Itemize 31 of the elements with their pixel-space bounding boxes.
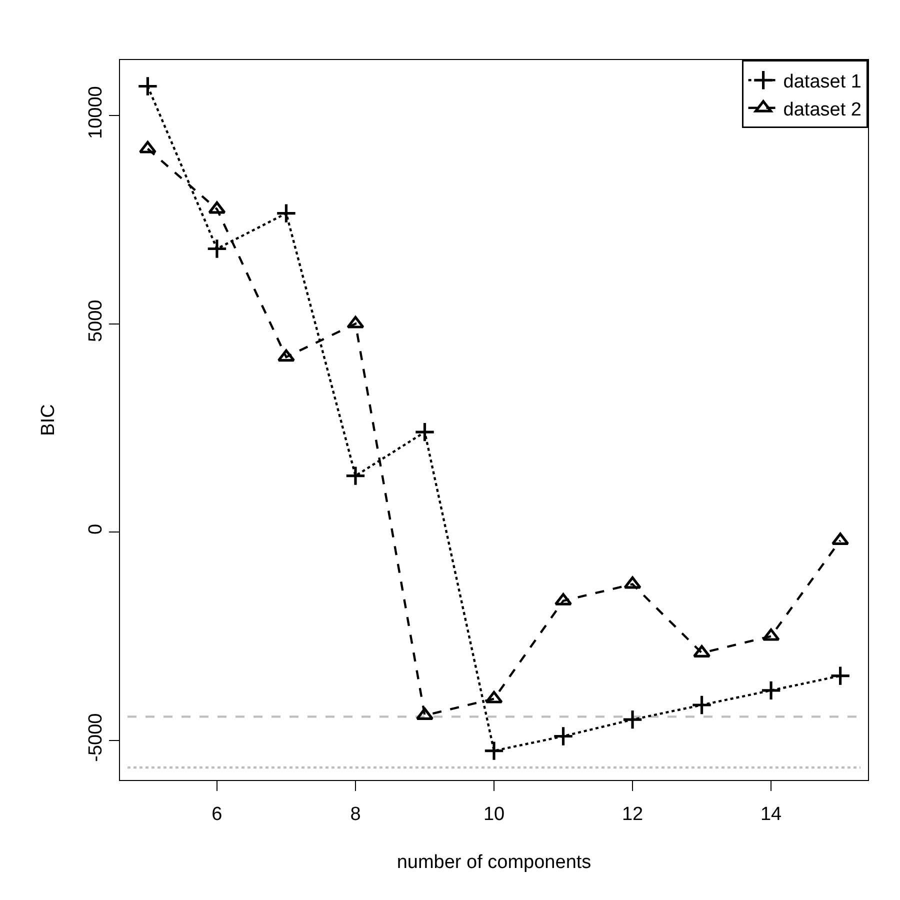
y-tick-label: 5000: [85, 300, 106, 342]
point: [137, 76, 158, 97]
point: [277, 349, 296, 362]
point: [208, 201, 226, 214]
x-tick-label: 10: [483, 804, 505, 825]
y-tick-label: 10000: [85, 86, 106, 139]
x-tick-label: 6: [212, 804, 222, 825]
x-tick-label: 14: [760, 804, 782, 825]
point: [276, 202, 297, 224]
y-axis-title: BIC: [38, 404, 60, 436]
y-tick-label: -5000: [85, 713, 106, 762]
point: [414, 422, 436, 442]
point: [622, 709, 643, 730]
point: [760, 680, 782, 701]
legend-label: dataset 1: [783, 72, 862, 93]
point: [346, 316, 364, 328]
point: [485, 690, 503, 704]
legend-label: dataset 2: [783, 99, 862, 120]
point: [691, 694, 712, 716]
point: [345, 465, 366, 486]
point: [624, 576, 642, 589]
y-tick-label: 0: [85, 524, 106, 535]
point: [484, 740, 504, 762]
x-axis-title: number of components: [396, 852, 592, 873]
x-tick-label: 12: [622, 804, 644, 825]
point: [830, 665, 851, 686]
point: [762, 628, 780, 641]
point: [206, 238, 228, 260]
x-tick-label: 8: [350, 804, 361, 825]
point: [552, 726, 574, 747]
point: [138, 140, 157, 154]
